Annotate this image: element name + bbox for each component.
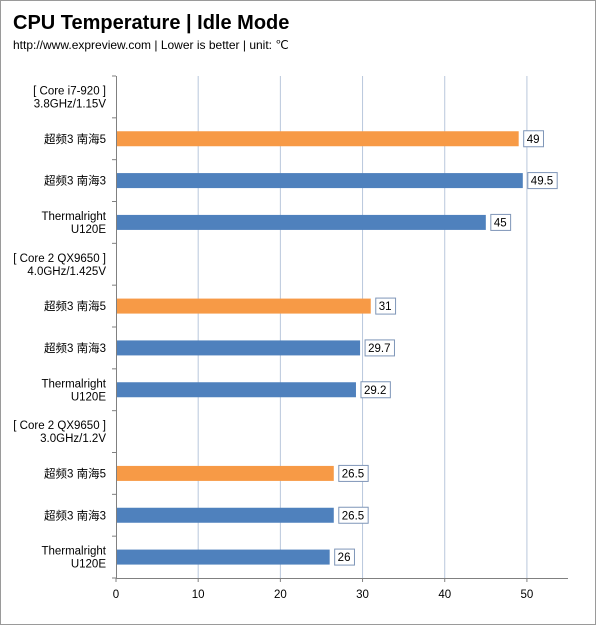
bar [117,549,330,565]
bar-category-label: Thermalright [41,211,106,223]
group-label: [ Core 2 QX9650 ] [13,253,106,265]
bar-category-label: 超频3 南海5 [44,466,106,480]
chart-subtitle: http://www.expreview.com | Lower is bett… [13,38,289,52]
bar-category-label: 超频3 南海3 [44,174,106,188]
x-tick-label: 10 [192,589,205,601]
chart-title: CPU Temperature | Idle Mode [13,12,290,34]
data-label: 26.5 [342,468,364,480]
data-label: 26 [338,552,351,564]
data-label: 31 [379,301,392,313]
data-label-box [334,548,355,566]
group-label: 4.0GHz/1.425V [27,266,106,278]
bar-category-label: 超频3 南海3 [44,341,106,355]
bar [117,340,361,356]
bar-category-label: 超频3 南海5 [44,132,106,146]
data-label-box [375,297,397,315]
data-label-box [523,130,544,148]
data-label: 49.5 [531,176,553,188]
group-label: [ Core i7-920 ] [33,85,106,97]
data-label-box [527,172,558,190]
bar-category-label: U120E [71,224,106,236]
group-label: [ Core 2 QX9650 ] [13,420,106,432]
data-label-box [364,339,395,357]
bar-category-label: U120E [71,559,106,571]
bar-category-label: U120E [71,391,106,403]
data-label: 45 [494,217,507,229]
bar [117,131,519,147]
data-label-box [490,213,512,231]
bar-category-label: Thermalright [41,378,106,390]
bar [117,382,356,398]
data-label-box [360,381,391,399]
bar [117,214,486,230]
x-tick-label: 0 [113,589,119,601]
bar [117,173,523,189]
bar-category-label: 超频3 南海5 [44,299,106,313]
data-label: 26.5 [342,510,364,522]
data-label: 49 [527,134,540,146]
x-tick-label: 20 [274,589,287,601]
x-tick-label: 50 [521,589,534,601]
bar [117,298,371,314]
data-label-box [338,506,369,524]
bar [117,507,334,523]
bar-category-label: 超频3 南海3 [44,508,106,522]
x-tick-label: 40 [438,589,451,601]
bar-category-label: Thermalright [41,546,106,558]
bar [117,465,334,481]
data-label-box [338,464,369,482]
data-label: 29.7 [368,343,390,355]
x-tick-label: 30 [356,589,369,601]
group-label: 3.0GHz/1.2V [40,433,106,445]
group-label: 3.8GHz/1.15V [34,98,107,110]
data-label: 29.2 [364,385,386,397]
